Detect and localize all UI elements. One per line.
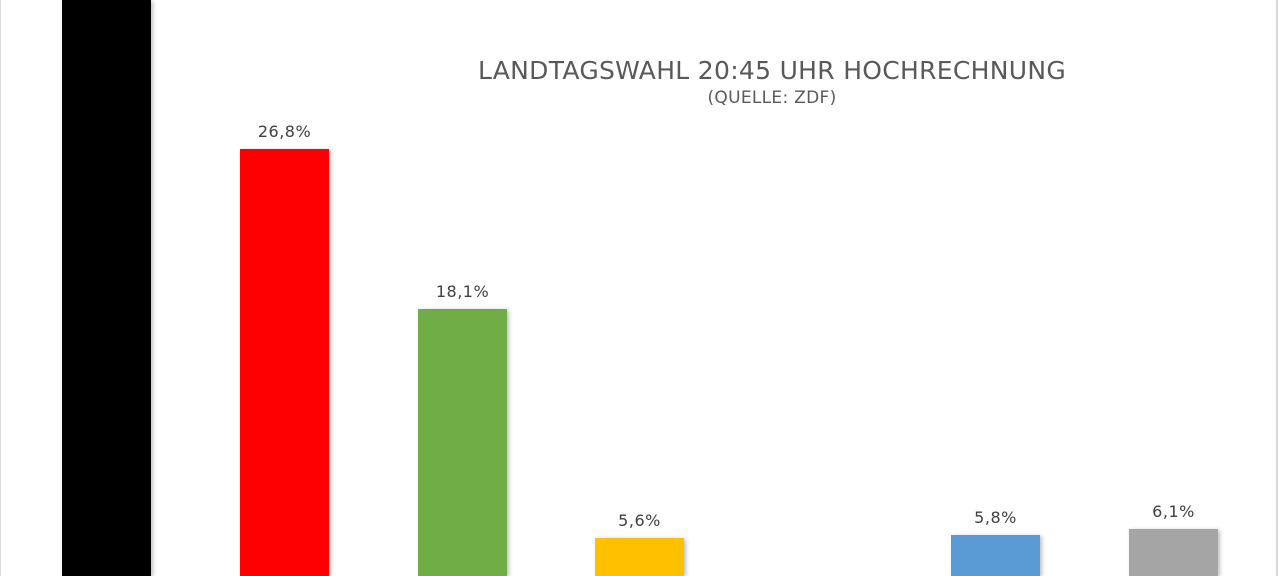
bar	[951, 535, 1040, 576]
bar	[418, 309, 507, 576]
bar	[1129, 529, 1218, 576]
bar-value-label: 5,8%	[974, 508, 1017, 527]
bar	[240, 149, 329, 576]
bar	[62, 0, 151, 576]
bar-value-label: 26,8%	[257, 122, 312, 141]
chart-title: LANDTAGSWAHL 20:45 UHR HOCHRECHNUNG	[477, 56, 1067, 85]
chart-subtitle: (QUELLE: ZDF)	[707, 88, 837, 108]
bar	[595, 538, 684, 576]
bar-value-label: 6,1%	[1152, 502, 1195, 521]
bar-value-label: 18,1%	[435, 282, 490, 301]
bar-value-label: 5,6%	[618, 511, 661, 530]
